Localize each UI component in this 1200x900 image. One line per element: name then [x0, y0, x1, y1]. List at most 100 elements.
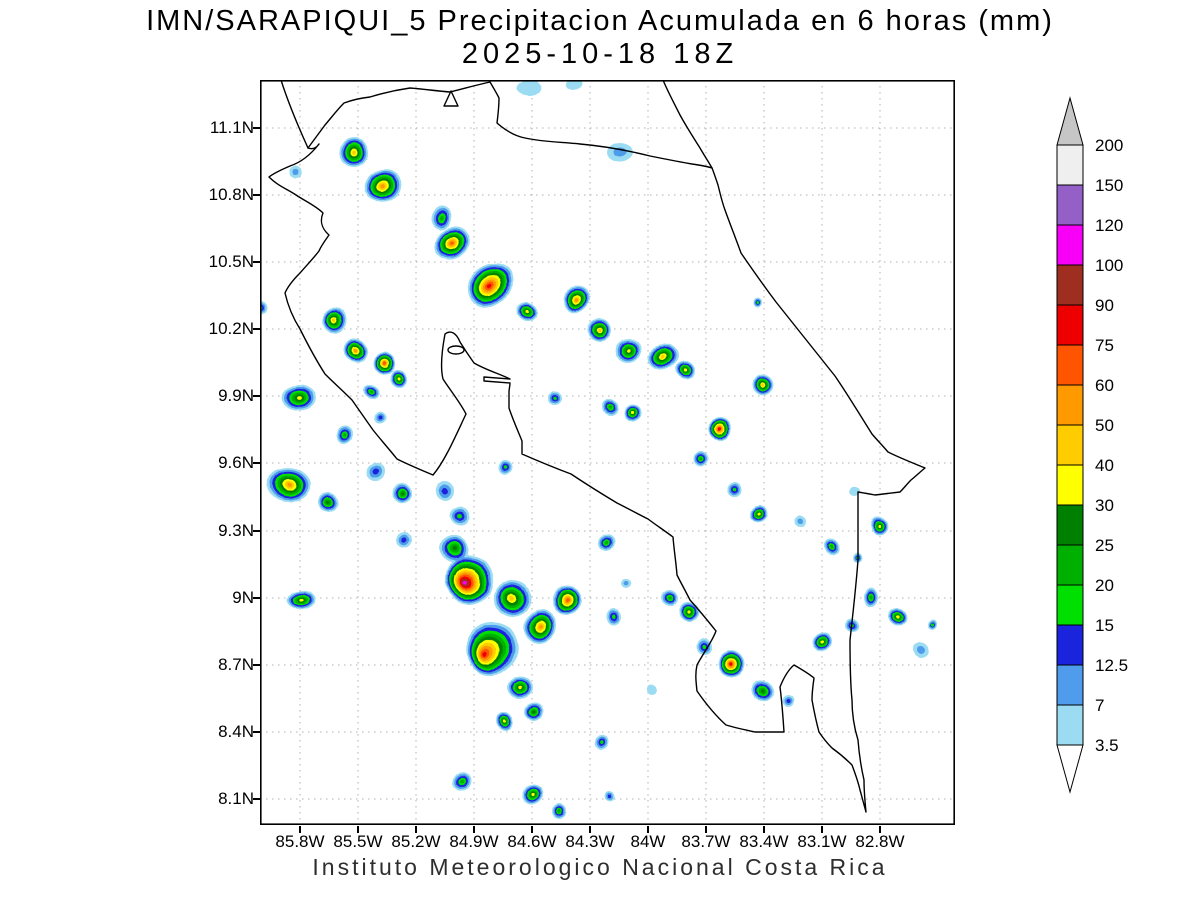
nicaragua-border-lake-shore-river [307, 81, 713, 169]
precip-contour-ring [755, 300, 759, 304]
colorbar-label: 90 [1095, 296, 1114, 315]
colorbar-segment [1056, 264, 1084, 306]
lon-tick-label: 85.5W [333, 832, 383, 851]
map-plot [260, 80, 955, 825]
precipitation-contours [260, 80, 937, 819]
precip-contour-ring [730, 662, 734, 666]
colorbar-segment [1056, 464, 1084, 506]
lat-tick-mark [253, 328, 260, 330]
chart-title: IMN/SARAPIQUI_5 Precipitacion Acumulada … [146, 5, 1054, 37]
precip-contour-ring [333, 320, 337, 324]
precip-contour-ring [355, 348, 359, 352]
precip-contour-ring [518, 686, 522, 690]
lon-tick-mark [357, 826, 359, 833]
precip-contour-ring [598, 740, 602, 744]
colorbar-segment [1056, 704, 1084, 746]
precip-contour-ring [608, 793, 612, 797]
lake-island [443, 90, 459, 107]
precip-contour-ring [598, 328, 602, 332]
lat-tick-mark [253, 798, 260, 800]
lon-tick-mark [821, 826, 823, 833]
colorbar-segment [1056, 384, 1084, 426]
precip-contour-ring [784, 698, 788, 702]
precip-contour-ring [622, 582, 628, 588]
precip-contour-ring [758, 510, 762, 514]
colorbar-legend: 200 150 120 100 90 75 60 50 40 30 25 20 15 12.5 7 3.5 [1056, 96, 1128, 794]
precip-contour-ring [383, 360, 387, 364]
lon-tick-label: 83.4W [739, 832, 789, 851]
precip-contour-ring [761, 383, 765, 387]
precip-contour-ring [821, 638, 825, 642]
colorbar-label: 100 [1095, 256, 1123, 275]
precip-contour-ring [450, 241, 454, 245]
chart-subtitle-date: 2025-10-18 18Z [461, 38, 739, 70]
colorbar-segment [1056, 424, 1084, 466]
precip-contour-ring [368, 390, 372, 394]
colorbar-segment [1056, 664, 1084, 706]
precip-contour-ring [285, 483, 291, 487]
lat-tick-mark [253, 194, 260, 196]
precip-contour-ring [328, 500, 332, 504]
precip-contour-ring [353, 150, 357, 154]
precip-contour-ring [517, 80, 543, 96]
precip-contour-ring [530, 793, 534, 797]
lat-tick-mark [253, 731, 260, 733]
lat-tick-label: 8.4N [218, 722, 254, 741]
colorbar-segment [1056, 224, 1084, 266]
precip-contour-ring [460, 780, 464, 784]
precip-contour-ring [608, 406, 612, 410]
lon-tick-mark [589, 826, 591, 833]
precip-contour-ring [663, 356, 667, 360]
lat-tick-mark [253, 261, 260, 263]
precip-contour-ring [462, 579, 467, 584]
lat-tick-mark [253, 664, 260, 666]
lat-tick-label: 10.2N [208, 319, 254, 338]
lon-tick-mark [473, 826, 475, 833]
lat-tick-label: 11.1N [209, 118, 254, 137]
lon-tick-label: 84.3W [565, 832, 615, 851]
lat-tick-label: 9.6N [218, 453, 254, 472]
lat-tick-label: 10.5N [208, 252, 254, 271]
colorbar-label: 20 [1095, 576, 1114, 595]
colorbar-label: 30 [1095, 496, 1114, 515]
coastline-layer [268, 80, 926, 813]
precip-contour-ring [566, 80, 584, 91]
precip-contour-ring [718, 426, 722, 430]
precip-contour-ring [645, 685, 655, 695]
lon-tick-label: 83.7W [681, 832, 731, 851]
precip-contour-ring [625, 348, 631, 352]
colorbar-segment [1056, 304, 1084, 346]
lon-tick-label: 83.1W [797, 832, 847, 851]
costa-rica-coastline [268, 80, 926, 813]
precip-contour-ring [380, 183, 386, 187]
precip-contour-ring [525, 308, 529, 312]
lon-tick-label: 82.8W [855, 832, 905, 851]
lon-tick-label: 84.9W [449, 832, 499, 851]
plot-frame [260, 80, 955, 825]
colorbar-label: 50 [1095, 416, 1114, 435]
precip-contour-ring [870, 596, 874, 600]
lon-tick-label: 85.2W [391, 832, 441, 851]
lon-tick-label: 84.6W [507, 832, 557, 851]
colorbar-label: 3.5 [1095, 736, 1119, 755]
precip-contour-ring [509, 595, 515, 601]
lat-tick-label: 9.3N [218, 521, 254, 540]
precip-contour-ring [294, 169, 300, 175]
lon-tick-mark [299, 826, 301, 833]
precip-contour-ring [878, 523, 882, 527]
precip-contour-ring [854, 554, 858, 558]
precip-contour-ring [606, 540, 610, 544]
colorbar-label: 15 [1095, 616, 1114, 635]
lat-tick-label: 8.7N [218, 655, 254, 674]
lat-tick-label: 10.8N [208, 185, 254, 204]
precip-contour-ring [533, 710, 537, 714]
colorbar-label: 75 [1095, 336, 1114, 355]
precip-contour-ring [457, 512, 463, 518]
footer-text: Instituto Meteorologico Nacional Costa R… [312, 854, 888, 880]
precip-contour-ring [916, 646, 924, 654]
lon-tick-mark [647, 826, 649, 833]
precip-contour-ring [261, 306, 265, 310]
colorbar-segment [1056, 544, 1084, 586]
lat-tick-mark [253, 597, 260, 599]
lon-tick-mark [531, 826, 533, 833]
